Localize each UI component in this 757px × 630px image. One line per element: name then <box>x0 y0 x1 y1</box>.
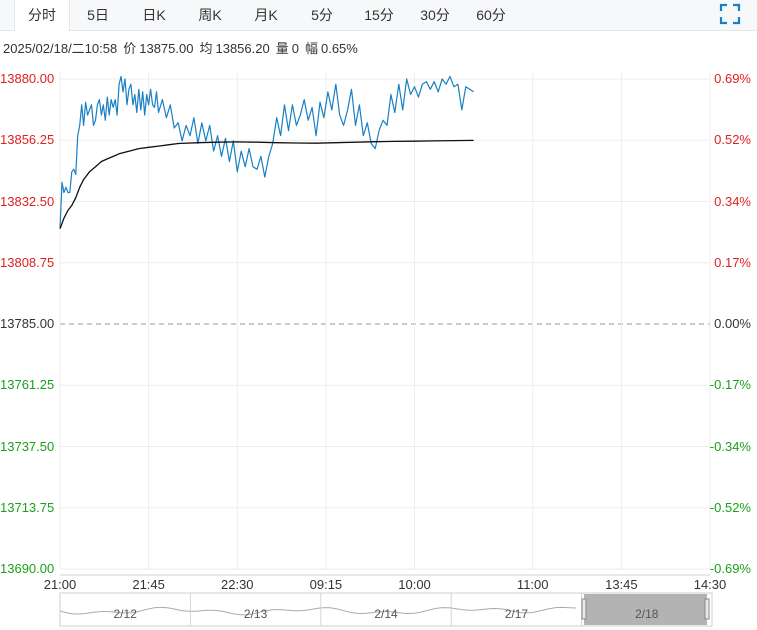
navigator-date[interactable]: 2/12 <box>113 607 137 621</box>
price-line <box>59 75 474 229</box>
percent-tick: 0.17% <box>714 254 751 270</box>
percent-tick: 0.34% <box>714 193 751 209</box>
navigator-date[interactable]: 2/18 <box>635 607 659 621</box>
volume-value: 0 <box>291 41 299 56</box>
tab-intraday[interactable]: 分时 <box>14 0 70 31</box>
price-tick: 13690.00 <box>0 561 55 576</box>
change-value: 0.65% <box>320 41 358 56</box>
fullscreen-icon[interactable] <box>719 3 741 25</box>
price-value: 13875.00 <box>139 41 194 56</box>
time-tick: 10:00 <box>398 577 431 592</box>
tab-15-min[interactable]: 15分 <box>364 7 394 23</box>
navigator-handle-left <box>581 598 587 620</box>
navigator-date[interactable]: 2/13 <box>243 607 268 621</box>
quote-info-bar: 2025/02/18/二10:58 价 13875.00 均 13856.20 量 0 幅 0.… <box>3 38 364 57</box>
chart-grid <box>59 71 711 576</box>
tab-weekly-k[interactable]: 周K <box>198 7 222 23</box>
time-tick: 11:00 <box>516 577 549 592</box>
price-tick: 13808.75 <box>0 254 55 270</box>
tab-daily-k[interactable]: 日K <box>142 7 166 23</box>
navigator-date[interactable]: 2/14 <box>374 607 398 621</box>
percent-tick: -0.52% <box>709 499 751 515</box>
time-tick: 21:00 <box>43 577 77 592</box>
percent-tick: 0.52% <box>714 132 751 148</box>
percent-tick: -0.34% <box>709 438 751 454</box>
price-tick: 13832.50 <box>0 193 55 209</box>
price-label: 价 <box>123 41 137 56</box>
time-tick: 13:45 <box>605 577 638 592</box>
chart-series <box>59 75 474 229</box>
quote-datetime: 2025/02/18/二10:58 <box>3 41 118 56</box>
navigator-date[interactable]: 2/17 <box>504 607 529 621</box>
percent-tick: -0.17% <box>709 377 751 393</box>
navigator-selection <box>584 594 707 625</box>
percent-tick: 0.69% <box>714 71 751 86</box>
time-tick: 09:15 <box>309 577 343 592</box>
time-tick: 22:30 <box>220 577 254 592</box>
price-tick: 13761.25 <box>0 377 55 393</box>
tab-60-min[interactable]: 60分 <box>476 7 506 23</box>
avg-value: 13856.20 <box>215 41 270 56</box>
percent-tick: -0.69% <box>709 561 751 576</box>
period-tab-bar: 分时 5日 日K 周K 月K 5分 15分 30分 60分 <box>0 0 757 31</box>
time-tick: 21:45 <box>132 577 165 592</box>
change-label: 幅 <box>304 41 318 56</box>
avg-label: 均 <box>199 41 213 56</box>
price-tick: 13785.00 <box>0 316 55 331</box>
average-price-line <box>59 139 474 229</box>
navigator-handle-right <box>704 598 710 620</box>
volume-label: 量 <box>275 41 289 56</box>
tab-5-day[interactable]: 5日 <box>87 7 109 23</box>
tab-30-min[interactable]: 30分 <box>420 7 450 23</box>
tab-5-min[interactable]: 5分 <box>311 7 333 23</box>
price-tick: 13713.75 <box>0 499 55 515</box>
tab-monthly-k[interactable]: 月K <box>254 7 278 23</box>
date-navigator <box>59 592 713 627</box>
price-tick: 13880.00 <box>0 71 55 86</box>
navigator-trace <box>59 606 577 616</box>
time-tick: 14:30 <box>693 577 727 592</box>
price-tick: 13737.50 <box>0 438 55 454</box>
price-tick: 13856.25 <box>0 132 55 148</box>
percent-tick: 0.00% <box>714 316 751 331</box>
